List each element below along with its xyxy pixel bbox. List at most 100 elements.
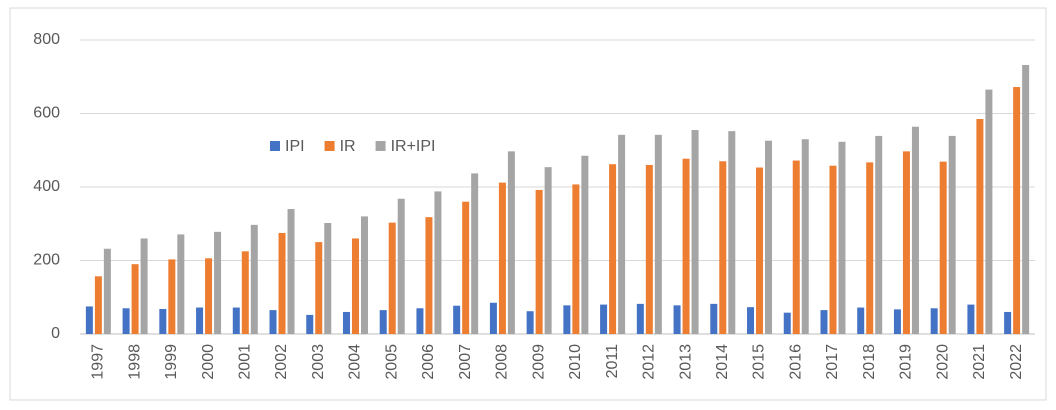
bar [645,164,653,334]
bar [801,139,809,334]
bar [691,130,699,334]
bar [205,258,213,334]
bar [857,307,865,334]
bar [948,135,956,334]
x-tick-label: 2012 [641,344,658,380]
x-tick-label: 2003 [310,344,327,380]
bar [1013,87,1021,334]
bar [829,165,837,334]
bar [673,305,681,334]
bar [600,304,608,334]
bar [131,264,139,334]
bar [618,134,626,334]
bar [544,167,552,334]
bar [930,308,938,334]
bar [783,312,791,334]
bar [866,162,874,334]
x-tick-label: 2016 [787,344,804,380]
bar [306,314,314,334]
bar [471,173,479,334]
x-tick-label: 2015 [751,344,768,380]
bar [967,304,975,334]
bar [535,189,543,334]
bar [416,308,424,334]
y-tick-label: 800 [33,31,60,48]
bar [1004,311,1012,334]
bar [434,191,442,334]
legend-label: IR+IPI [391,138,436,155]
bar [609,164,617,334]
bar [342,311,350,334]
y-tick-label: 400 [33,178,60,195]
x-tick-label: 1999 [163,344,180,380]
x-tick-label: 2000 [200,344,217,380]
bar [985,89,993,334]
bar [820,310,828,334]
bar [425,217,433,334]
bar [196,307,204,334]
bar [103,248,111,334]
bar [1022,64,1030,335]
x-tick-label: 2002 [273,344,290,380]
bar [719,161,727,334]
bar [397,198,405,334]
x-tick-label: 2014 [714,344,731,380]
bar [756,167,764,334]
bar [315,242,323,334]
bar [710,303,718,334]
bar [636,303,644,334]
x-tick-label: 2017 [824,344,841,380]
x-tick-label: 2008 [494,344,511,380]
legend-swatch [270,141,280,151]
x-tick-label: 1997 [90,344,107,380]
legend-swatch [324,141,335,151]
bar [563,305,571,334]
bar [728,131,736,334]
x-tick-label: 2018 [861,344,878,380]
x-tick-label: 2009 [530,344,547,380]
x-tick-label: 2019 [898,344,915,380]
bar [526,311,534,334]
bar [911,126,919,334]
bar [572,184,580,334]
x-tick-label: 2007 [457,344,474,380]
bar [232,307,240,334]
bar [94,276,102,334]
bar [489,302,497,334]
x-tick-label: 2013 [677,344,694,380]
x-tick-label: 2010 [567,344,584,380]
x-tick-label: 2005 [383,344,400,380]
bar [278,232,286,334]
bar [287,209,295,334]
bar [939,161,947,334]
bar [498,182,506,334]
x-tick-label: 2006 [420,344,437,380]
bar [507,151,515,334]
bar [654,134,662,334]
legend-label: IPI [285,138,305,155]
y-tick-label: 0 [51,325,60,342]
x-tick-label: 2020 [934,344,951,380]
bar [324,223,332,334]
bar [747,307,755,334]
y-tick-label: 600 [33,105,60,122]
x-tick-label: 2021 [971,344,988,380]
bar [902,151,910,334]
x-tick-label: 1998 [126,344,143,380]
bar [792,160,800,334]
bar [241,251,249,334]
bar [462,201,470,334]
bar [765,140,773,334]
bar [581,155,589,334]
x-tick-label: 2001 [237,344,254,380]
bar [168,259,176,334]
bar [976,119,984,334]
bar [159,309,167,334]
x-tick-label: 2022 [1008,344,1025,380]
x-tick-label: 2011 [604,344,621,379]
chart-frame [9,7,1047,401]
bar [214,231,222,334]
bar [177,234,185,334]
bar [838,141,846,334]
